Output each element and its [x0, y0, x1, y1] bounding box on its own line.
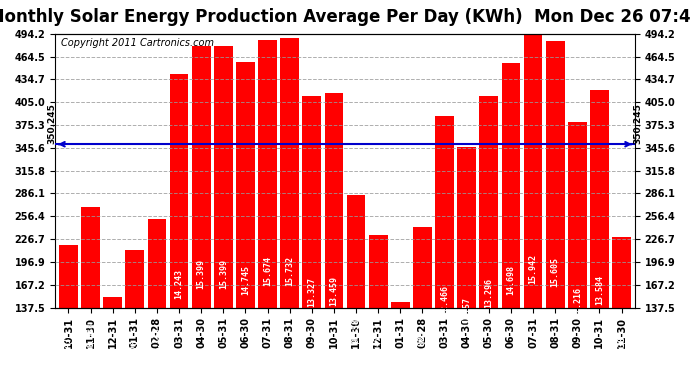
Text: 14.243: 14.243	[175, 269, 184, 299]
Text: 350.245: 350.245	[633, 104, 642, 144]
Bar	[590, 90, 609, 375]
Text: 11.157: 11.157	[462, 297, 471, 327]
Bar	[480, 96, 498, 375]
Text: 14.745: 14.745	[241, 265, 250, 295]
Text: Copyright 2011 Cartronics.com: Copyright 2011 Cartronics.com	[61, 38, 214, 48]
Text: 7.043: 7.043	[64, 337, 73, 362]
Text: 9.158: 9.158	[352, 318, 361, 343]
Text: 13.584: 13.584	[595, 275, 604, 305]
Text: 8.133: 8.133	[152, 327, 161, 352]
Text: 4.864: 4.864	[108, 357, 117, 375]
Bar	[236, 62, 255, 375]
Bar	[258, 40, 277, 375]
Bar	[192, 46, 210, 375]
Bar	[126, 251, 144, 375]
Text: 6.826: 6.826	[130, 339, 139, 364]
Text: 12.466: 12.466	[440, 285, 449, 315]
Bar	[324, 93, 344, 375]
Bar	[546, 41, 564, 375]
Text: 350.245: 350.245	[48, 104, 57, 144]
Bar	[368, 235, 388, 375]
Text: 15.605: 15.605	[551, 257, 560, 287]
Bar	[524, 33, 542, 375]
Text: 7.825: 7.825	[418, 330, 427, 355]
Bar	[302, 96, 322, 375]
Bar	[502, 63, 520, 375]
Text: 15.732: 15.732	[285, 256, 294, 286]
Text: Monthly Solar Energy Production Average Per Day (KWh)  Mon Dec 26 07:49: Monthly Solar Energy Production Average …	[0, 8, 690, 26]
Text: 15.942: 15.942	[529, 254, 538, 284]
Text: 15.674: 15.674	[263, 256, 272, 286]
Bar	[413, 226, 432, 375]
Bar	[568, 122, 586, 375]
Text: 12.216: 12.216	[573, 288, 582, 318]
Bar	[170, 74, 188, 375]
Text: 14.698: 14.698	[506, 265, 515, 295]
Bar	[612, 237, 631, 375]
Bar	[59, 245, 78, 375]
Bar	[457, 147, 476, 375]
Text: 7.47: 7.47	[374, 335, 383, 356]
Bar	[280, 38, 299, 375]
Text: 13.327: 13.327	[307, 278, 316, 308]
Text: 7.38: 7.38	[617, 336, 626, 356]
Text: 15.399: 15.399	[197, 259, 206, 289]
Bar	[346, 195, 366, 375]
Text: 8.658: 8.658	[86, 322, 95, 347]
Text: 4.661: 4.661	[396, 358, 405, 375]
Bar	[435, 116, 454, 375]
Bar	[148, 219, 166, 375]
Bar	[104, 297, 122, 375]
Bar	[81, 207, 100, 375]
Bar	[391, 302, 410, 375]
Bar	[214, 46, 233, 375]
Text: 15.399: 15.399	[219, 259, 228, 289]
Text: 13.296: 13.296	[484, 278, 493, 308]
Text: 13.459: 13.459	[329, 276, 338, 306]
